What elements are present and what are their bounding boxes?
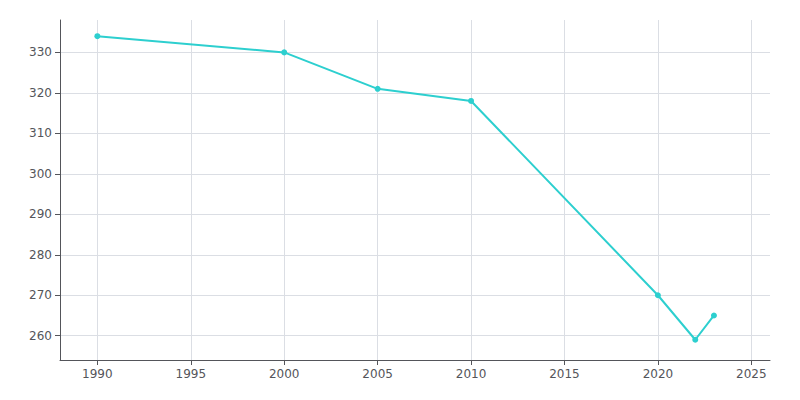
svg-text:2020: 2020 [643, 367, 674, 381]
svg-text:2010: 2010 [456, 367, 487, 381]
svg-text:280: 280 [29, 248, 52, 262]
svg-text:2015: 2015 [549, 367, 580, 381]
svg-text:310: 310 [29, 126, 52, 140]
svg-text:1990: 1990 [82, 367, 113, 381]
svg-text:330: 330 [29, 45, 52, 59]
svg-text:2025: 2025 [736, 367, 767, 381]
svg-text:260: 260 [29, 329, 52, 343]
svg-text:320: 320 [29, 86, 52, 100]
svg-text:300: 300 [29, 167, 52, 181]
svg-text:2005: 2005 [362, 367, 393, 381]
svg-text:270: 270 [29, 288, 52, 302]
svg-text:2000: 2000 [269, 367, 300, 381]
svg-text:1995: 1995 [176, 367, 207, 381]
svg-text:290: 290 [29, 207, 52, 221]
